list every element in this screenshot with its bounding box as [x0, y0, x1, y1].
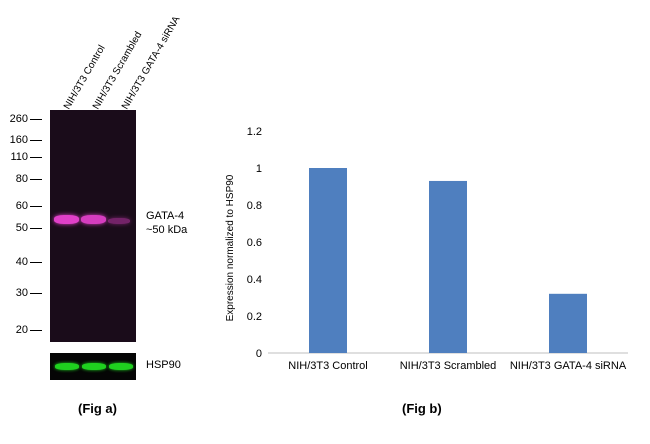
gata4-band-label: GATA-4 ~50 kDa	[146, 209, 187, 237]
mw-tick	[30, 119, 42, 120]
gata4-blot-image	[50, 110, 136, 342]
mw-marker: 160	[9, 134, 28, 146]
mw-marker: 40	[15, 256, 28, 268]
gata4-label-line1: GATA-4	[146, 210, 185, 222]
hsp90-band-scrambled	[82, 363, 106, 370]
lane-label-sirna: NIH/3T3 GATA-4 siRNA	[120, 14, 183, 112]
y-tick-label: 0	[256, 348, 262, 360]
mw-tick	[30, 228, 42, 229]
hsp90-band-sirna	[109, 363, 133, 370]
x-tick-label: NIH/3T3 Scrambled	[400, 360, 497, 372]
fig-a-caption: (Fig a)	[78, 401, 117, 416]
y-tick-label: 0.8	[247, 200, 262, 212]
mw-tick	[30, 179, 42, 180]
y-tick-label: 0.6	[247, 237, 262, 249]
gata4-band-control	[54, 215, 79, 224]
y-axis: 0 0.2 0.4 0.6 0.8 1 1.2	[247, 126, 262, 360]
gata4-band-sirna	[108, 218, 130, 224]
y-tick-label: 1	[256, 163, 262, 175]
mw-tick	[30, 262, 42, 263]
mw-marker: 80	[15, 173, 28, 185]
gata4-label-line2: ~50 kDa	[146, 224, 188, 236]
mw-tick	[30, 140, 42, 141]
hsp90-blot-image	[50, 353, 136, 380]
bar-0	[309, 168, 347, 353]
mw-marker: 260	[9, 113, 28, 125]
y-tick-label: 1.2	[247, 126, 262, 138]
bar-series	[309, 168, 587, 353]
mw-marker: 60	[15, 200, 28, 212]
mw-tick	[30, 330, 42, 331]
mw-tick	[30, 157, 42, 158]
y-tick-label: 0.4	[247, 274, 262, 286]
y-axis-label: Expression normalized to HSP90	[225, 174, 236, 321]
x-axis-labels: NIH/3T3 Control NIH/3T3 Scrambled NIH/3T3 …	[288, 360, 627, 372]
x-tick-label: NIH/3T3 GATA-4 siRNA	[510, 360, 627, 372]
hsp90-label: HSP90	[146, 359, 181, 371]
mw-marker: 30	[15, 287, 28, 299]
y-tick-label: 0.2	[247, 311, 262, 323]
mw-marker: 20	[15, 324, 28, 336]
mw-marker: 110	[10, 151, 28, 163]
mw-tick	[30, 206, 42, 207]
gata4-band-scrambled	[81, 215, 106, 224]
bar-2	[549, 293, 587, 353]
fig-b-caption: (Fig b)	[402, 401, 442, 416]
hsp90-band-control	[55, 363, 79, 370]
mw-marker: 50	[15, 222, 28, 234]
x-tick-label: NIH/3T3 Control	[288, 360, 367, 372]
mw-tick	[30, 293, 42, 294]
bar-1	[429, 180, 467, 353]
bar-chart: Expression normalized to HSP90 0 0.2 0.4 0.…	[225, 126, 628, 372]
